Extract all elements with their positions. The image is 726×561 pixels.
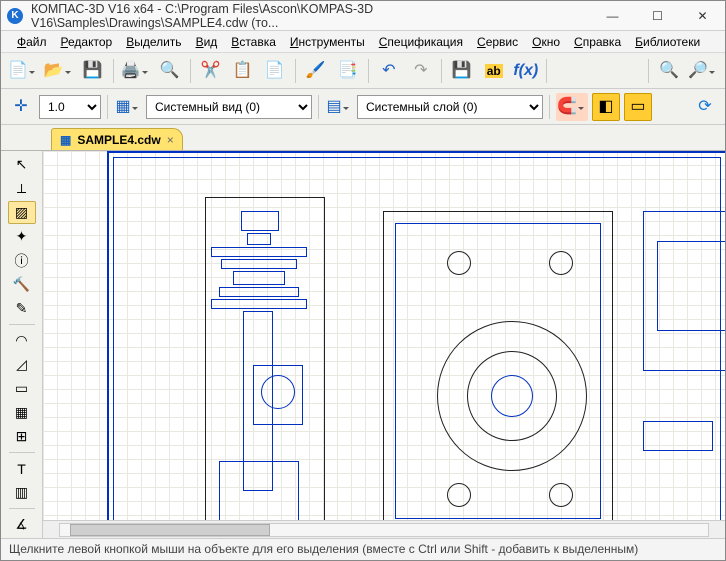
drawing-shape [211,299,307,309]
document-tabstrip: ▦ SAMPLE4.cdw × [1,125,725,151]
disk-button[interactable]: 💾 [448,57,476,85]
statusbar: Щелкните левой кнопкой мыши на объекте д… [1,538,725,560]
close-button[interactable]: ✕ [680,1,725,30]
drawing-shape [549,483,573,507]
tool-arc-meas[interactable]: ◠ [8,329,36,352]
variables-button[interactable]: ab [480,57,508,85]
drawing-shape [447,251,471,275]
copy-button[interactable]: 📋 [229,57,257,85]
tool-hammer[interactable]: 🔨 [8,273,36,296]
menu-сервис[interactable]: Сервис [471,33,524,51]
undo-button[interactable]: ↶ [375,57,403,85]
menu-инструменты[interactable]: Инструменты [284,33,371,51]
fx-button[interactable]: f(x) [512,57,540,85]
print-button[interactable]: 🖨️ [120,57,152,85]
cut-button[interactable]: ✂️ [197,57,225,85]
properties-button[interactable]: 📑 [334,57,362,85]
tool-angle[interactable]: ∡ [8,513,36,536]
drawing-shape [241,211,279,231]
doc-icon: ▦ [60,134,71,146]
zoom-in-button[interactable]: 🔍 [655,57,683,85]
left-toolbox: ↖⟂▨✦ⓘ🔨✎ ◠◿▭▦⊞ T▥ ∡ [1,151,43,538]
view-combo[interactable]: Системный вид (0) [146,95,312,119]
layers-icon[interactable]: ▤ [325,93,353,121]
app-icon: K [7,8,23,24]
drawing-shape [491,375,533,417]
drawing-shape [261,375,295,409]
minimize-button[interactable]: — [590,1,635,30]
toolbar-view: ✛ 1.0 ▦ Системный вид (0) ▤ Системный сл… [1,89,725,125]
tab-close-icon[interactable]: × [167,133,174,147]
tool-chain[interactable]: ✦ [8,225,36,248]
tool-grid-t[interactable]: ▦ [8,401,36,424]
preview-button[interactable]: 🔍 [156,57,184,85]
toolbar-main: 📄 📂 💾 🖨️ 🔍 ✂️ 📋 📄 🖌️ 📑 ↶ ↷ 💾 ab f(x) 🔍 🔎 [1,53,725,89]
window-title: КОМПАС-3D V16 x64 - C:\Program Files\Asc… [31,2,590,30]
tool-dims[interactable]: ⟂ [8,177,36,200]
mode-a-button[interactable]: ◧ [592,93,620,121]
maximize-button[interactable]: ☐ [635,1,680,30]
format-painter-button[interactable]: 🖌️ [302,57,330,85]
drawing-shape [447,483,471,507]
views-icon[interactable]: ▦ [114,93,142,121]
drawing-shape [219,461,299,520]
save-button[interactable]: 💾 [79,57,107,85]
titlebar: K КОМПАС-3D V16 x64 - C:\Program Files\A… [1,1,725,31]
drawing-shape [211,247,307,257]
redo-button[interactable]: ↷ [407,57,435,85]
menu-спецификация[interactable]: Спецификация [373,33,469,51]
main-area: ↖⟂▨✦ⓘ🔨✎ ◠◿▭▦⊞ T▥ ∡ ~~~~~~~~~~~~~~~~~~~~~~ ~… [1,151,725,538]
tool-info[interactable]: ⓘ [8,249,36,272]
scale-combo[interactable]: 1.0 [39,95,101,119]
zoom-out-button[interactable]: 🔎 [687,57,719,85]
menu-справка[interactable]: Справка [568,33,627,51]
document-tab[interactable]: ▦ SAMPLE4.cdw × [51,128,183,150]
open-button[interactable]: 📂 [43,57,75,85]
tool-ortho[interactable]: ◿ [8,353,36,376]
menubar: ФайлРедакторВыделитьВидВставкаИнструмент… [1,31,725,53]
menu-вставка[interactable]: Вставка [225,33,282,51]
drawing-shape [233,271,285,285]
tool-hatch[interactable]: ▨ [8,201,36,224]
menu-выделить[interactable]: Выделить [120,33,187,51]
drawing-shape [549,251,573,275]
menu-окно[interactable]: Окно [526,33,566,51]
mode-b-button[interactable]: ▭ [624,93,652,121]
tool-pencil[interactable]: ✎ [8,297,36,320]
menu-редактор[interactable]: Редактор [55,33,119,51]
menu-библиотеки[interactable]: Библиотеки [629,33,706,51]
drawing-shape [657,241,725,331]
scale-lock-icon[interactable]: ✛ [7,93,35,121]
drawing-shape [221,259,297,269]
status-text: Щелкните левой кнопкой мыши на объекте д… [9,542,638,556]
drawing-shape [247,233,271,245]
menu-вид[interactable]: Вид [190,33,224,51]
drawing-shape [643,421,713,451]
refresh-button[interactable]: ⟳ [691,93,719,121]
drawing-shape [219,287,299,297]
tool-cursor[interactable]: ↖ [8,153,36,176]
tool-table[interactable]: ▥ [8,481,36,504]
tool-snap[interactable]: ⊞ [8,425,36,448]
drawing-canvas[interactable]: ~~~~~~~~~~~~~~~~~~~~~~ ~~~~~~~~~~~~~~~~~… [43,151,725,520]
new-button[interactable]: 📄 [7,57,39,85]
paste-button[interactable]: 📄 [261,57,289,85]
document-tab-label: SAMPLE4.cdw [77,133,160,147]
horizontal-scrollbar[interactable] [43,520,725,538]
magnet-snap-button[interactable]: 🧲 [556,93,588,121]
layer-combo[interactable]: Системный слой (0) [357,95,543,119]
tool-text[interactable]: T [8,457,36,480]
menu-файл[interactable]: Файл [11,33,53,51]
tool-panel[interactable]: ▭ [8,377,36,400]
